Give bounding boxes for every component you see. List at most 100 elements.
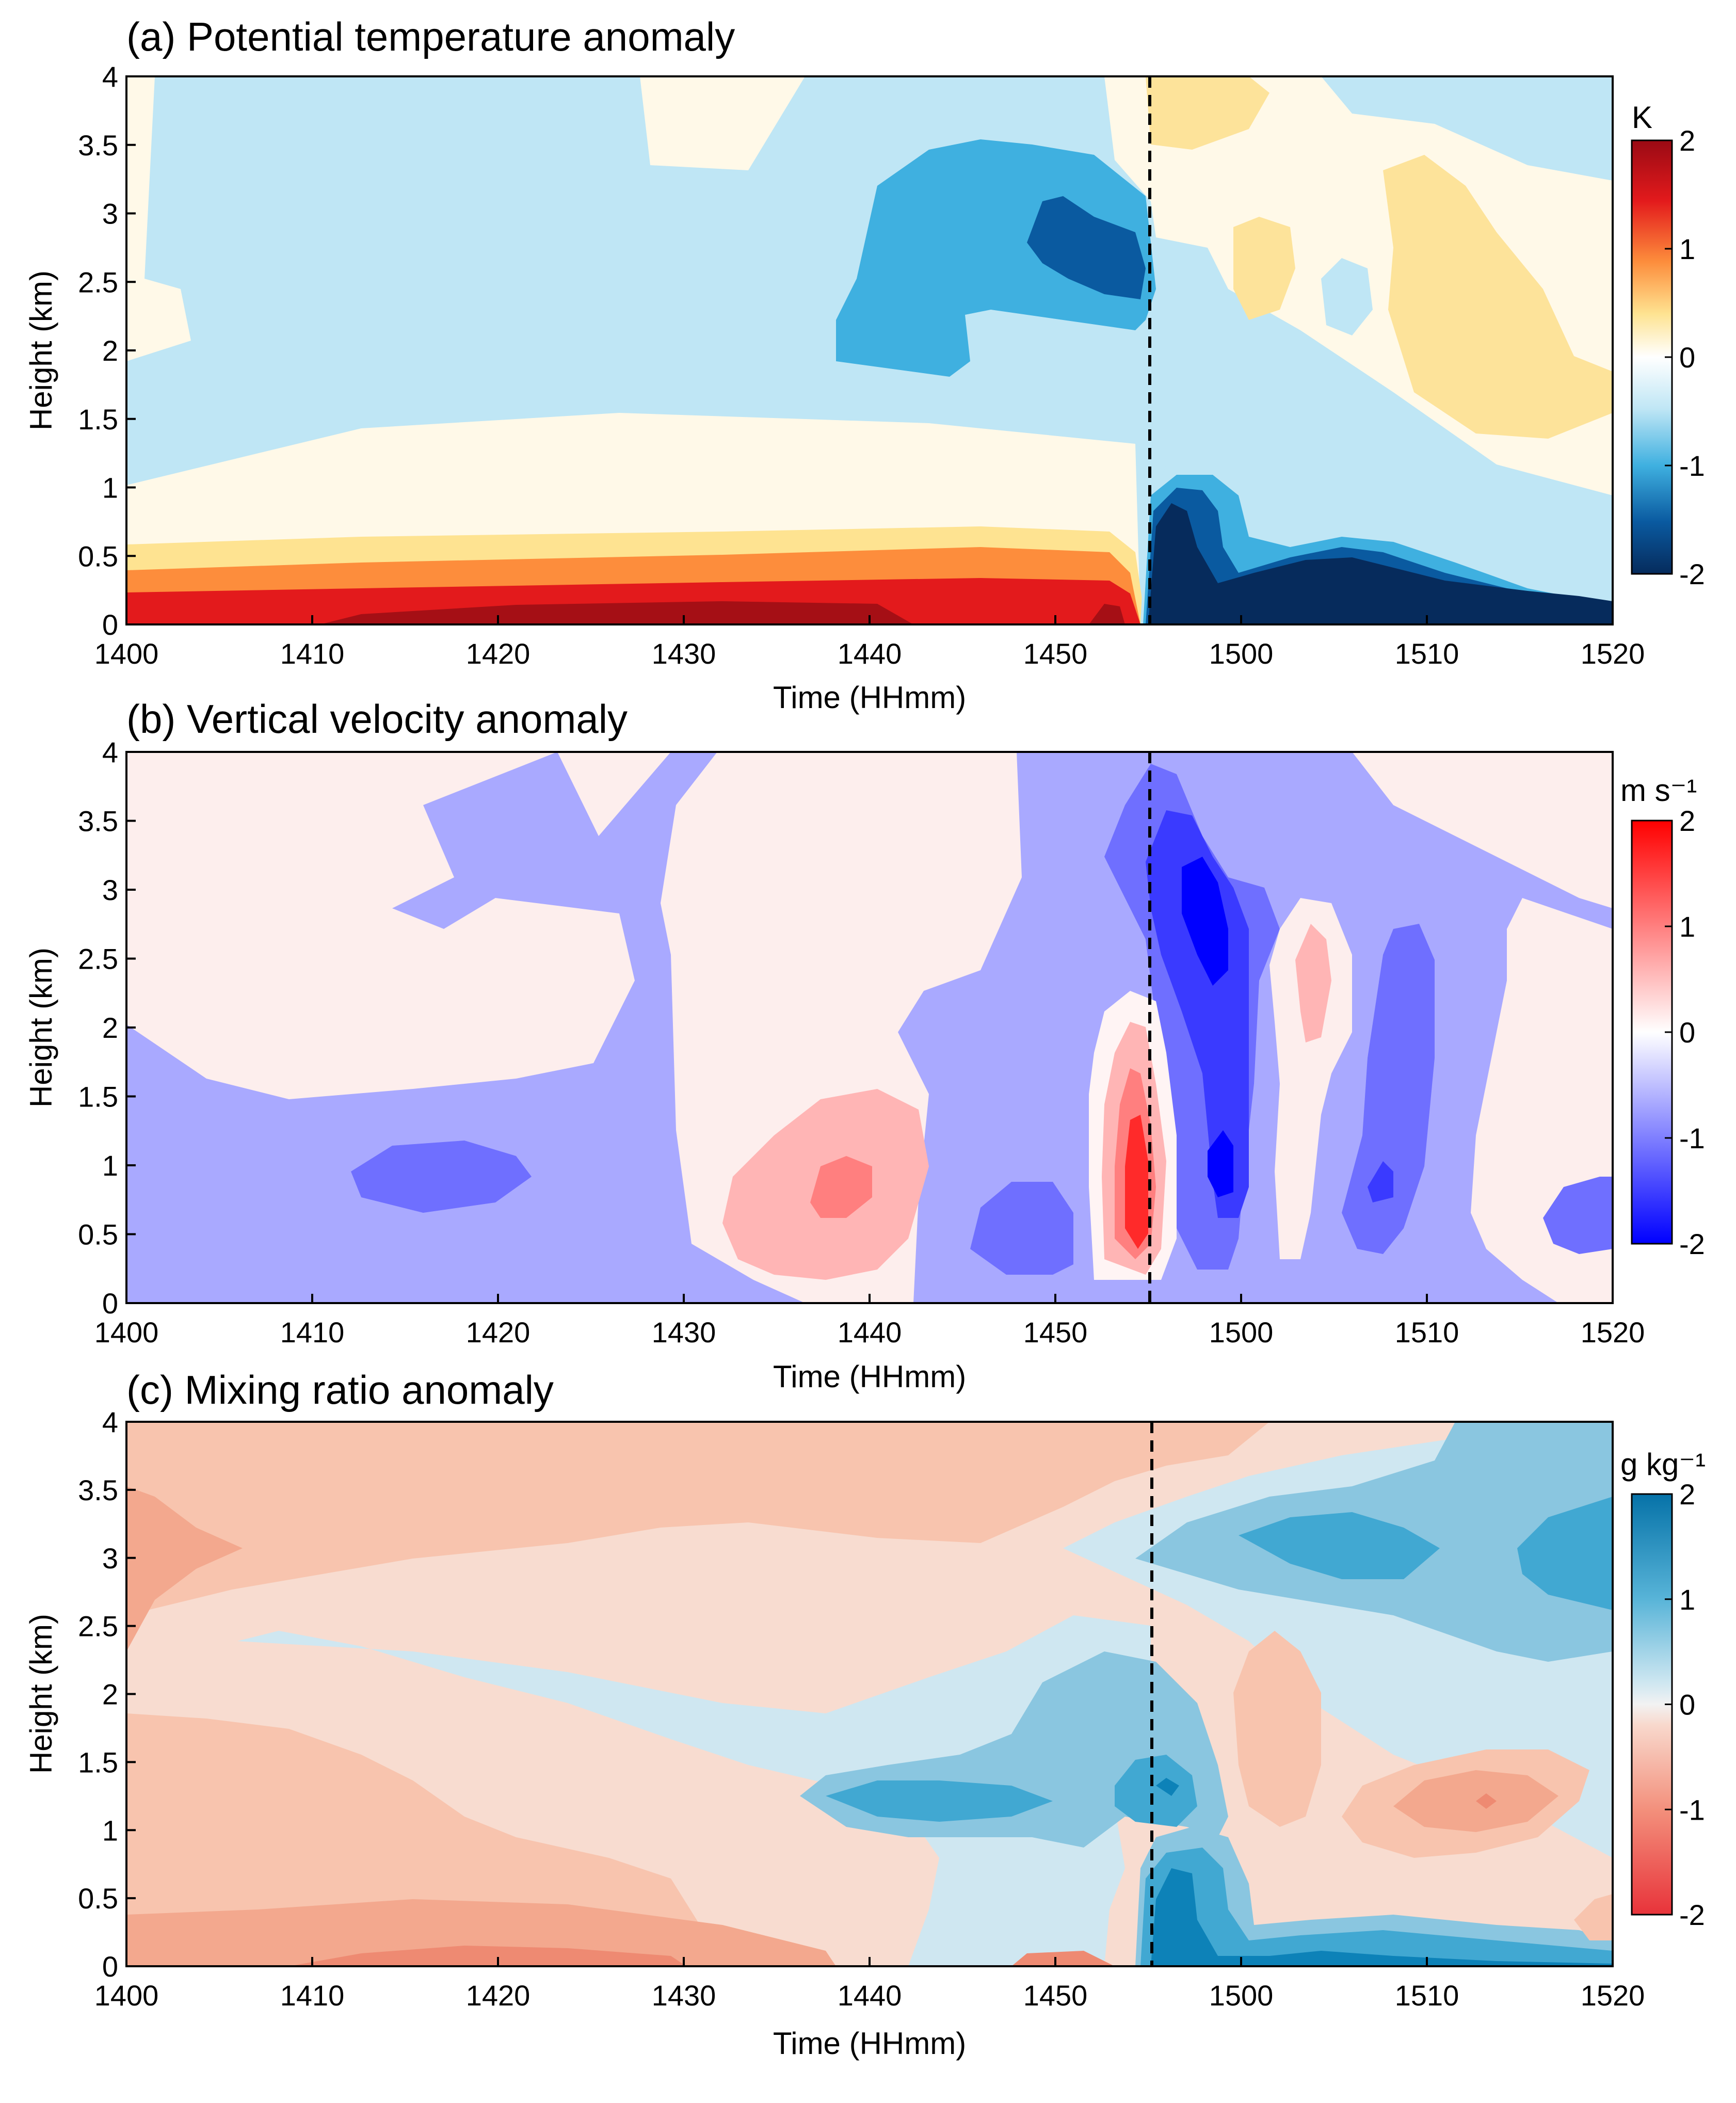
- colorbar-tick-label: -2: [1679, 558, 1705, 590]
- y-tick-label: 2.5: [78, 266, 118, 298]
- panel-c-dry-upper-region: [126, 1422, 1269, 1615]
- x-tick-label: 1410: [280, 1316, 345, 1349]
- colorbar-tick-label: 0: [1679, 1689, 1695, 1721]
- colorbar-tick-label: -2: [1679, 1899, 1705, 1931]
- x-tick-label: 1440: [838, 1316, 902, 1349]
- y-tick-label: 1: [102, 1814, 118, 1847]
- colorbar-tick-label: -2: [1679, 1228, 1705, 1260]
- panel-b-downward-patch-3: [1543, 1177, 1613, 1254]
- y-tick-label: 2: [102, 1012, 118, 1044]
- y-tick-label: 0: [102, 1287, 118, 1320]
- panel-c-colorbar-unit: g kg⁻¹: [1620, 1447, 1706, 1482]
- colorbar-tick-label: 0: [1679, 341, 1695, 374]
- panel-c: (c) Mixing ratio anomaly 1400 1410 1 4 2: [24, 1367, 1706, 2061]
- panel-c-x-axis-label: Time (HHmm): [773, 2026, 966, 2061]
- panel-b-near-zero-column: [1269, 898, 1352, 1259]
- panel-b-upward-patch-1: [1295, 924, 1331, 1042]
- y-tick-label: 1.5: [78, 1081, 118, 1113]
- y-tick-label: 1.5: [78, 1746, 118, 1778]
- panel-a-cool-patch: [1321, 258, 1373, 335]
- x-tick-label: 1510: [1395, 1316, 1459, 1349]
- panel-a-warm-patch-2: [1146, 76, 1269, 150]
- x-tick-label: 1400: [94, 637, 159, 670]
- panel-c-dry-mid-right-peak: [1476, 1793, 1497, 1809]
- x-tick-label: 1510: [1395, 1979, 1459, 2012]
- panel-b-colorbar-ticks: 2 1 0 -1 -2: [1665, 805, 1705, 1260]
- y-tick-label: 0: [102, 1950, 118, 1983]
- panel-c-x-axis: 1400 1410 1420 1430 1440 1450 1500 1510 1520: [94, 1957, 1645, 2012]
- y-tick-label: 3.5: [78, 1474, 118, 1506]
- x-tick-label: 1500: [1209, 1316, 1274, 1349]
- panel-b-title: (b) Vertical velocity anomaly: [126, 696, 628, 742]
- colorbar-tick-label: -1: [1679, 1793, 1705, 1826]
- y-tick-label: 3.5: [78, 129, 118, 162]
- panel-c-colorbar-ticks: 2 1 0 -1 -2: [1665, 1478, 1705, 1931]
- panel-b-x-axis-label: Time (HHmm): [773, 1359, 966, 1394]
- panel-a-warm-patch-1: [1233, 217, 1295, 320]
- x-tick-label: 1410: [280, 1979, 345, 2012]
- panel-a-coldest-surface-region: [1148, 503, 1613, 624]
- y-tick-label: 4: [102, 60, 118, 93]
- x-tick-label: 1440: [838, 1979, 902, 2012]
- panel-b-downward-patch-2: [970, 1182, 1073, 1275]
- y-tick-label: 2.5: [78, 943, 118, 975]
- y-tick-label: 0.5: [78, 1218, 118, 1251]
- panel-c-y-axis-label: Height (km): [24, 1614, 58, 1774]
- x-tick-label: 1420: [466, 1979, 531, 2012]
- panel-c-dry-patch-1: [126, 1486, 243, 1651]
- colorbar-tick-label: 1: [1679, 1583, 1695, 1616]
- panel-c-field: [126, 1422, 1613, 1966]
- y-tick-label: 4: [102, 736, 118, 768]
- panel-c-moist-surface-core: [1151, 1868, 1613, 1966]
- panel-a-cold-mid-region: [836, 139, 1156, 377]
- x-tick-label: 1430: [652, 1316, 716, 1349]
- panel-c-colorbar: g kg⁻¹ 2 1 0 -1 -2: [1620, 1447, 1706, 1931]
- panel-b-upward-core: [1125, 1115, 1148, 1249]
- panel-b-y-axis-label: Height (km): [24, 948, 58, 1107]
- panel-c-dry-surface-layer: [126, 1899, 836, 1966]
- x-tick-label: 1520: [1581, 1979, 1645, 2012]
- x-tick-label: 1400: [94, 1979, 159, 2012]
- panel-b-x-axis: 1400 1410 1420 1430 1440 1450 1500 1510 1520: [94, 1294, 1645, 1349]
- x-tick-label: 1420: [466, 637, 531, 670]
- colorbar-tick-label: -1: [1679, 450, 1705, 482]
- y-tick-label: 3: [102, 874, 118, 906]
- colorbar-tick-label: 1: [1679, 910, 1695, 943]
- x-tick-label: 1500: [1209, 1979, 1274, 2012]
- colorbar-tick-label: -1: [1679, 1122, 1705, 1154]
- panel-c-y-axis: 0 0.5 1 1.5 2 2.5 3 3.5 4: [78, 1406, 136, 1983]
- colorbar-tick-label: 0: [1679, 1016, 1695, 1049]
- panel-b-field: [126, 752, 1613, 1303]
- colorbar-tick-label: 2: [1679, 1478, 1695, 1511]
- panel-c-title: (c) Mixing ratio anomaly: [126, 1367, 554, 1412]
- panel-a-colorbar-ticks: 2 1 0 -1 -2: [1665, 124, 1705, 590]
- y-tick-label: 4: [102, 1406, 118, 1438]
- panel-b: (b) Vertical velocity anomaly 1400 1 4: [24, 696, 1705, 1394]
- panel-b-downward-patch-4: [1368, 1161, 1393, 1202]
- panel-b-upward-patch-2: [810, 1156, 872, 1218]
- panel-a-y-axis: 0 0.5 1 1.5 2 2.5 3 3.5 4: [78, 60, 136, 641]
- panel-c-moist-mid-core: [826, 1755, 1197, 1827]
- panel-a-warm-right-region: [1383, 155, 1613, 439]
- panel-a-warm-surface-layer-4: [320, 601, 1125, 624]
- x-tick-label: 1450: [1023, 1979, 1088, 2012]
- panel-c-dry-surface-core: [289, 1946, 1115, 1966]
- x-tick-label: 1430: [652, 637, 716, 670]
- panel-c-dry-lower-right-patch: [1574, 1894, 1613, 1940]
- panel-b-downward-column-2: [1342, 924, 1435, 1254]
- y-tick-label: 2: [102, 1678, 118, 1711]
- panel-b-downward-region-left: [126, 752, 805, 1303]
- panel-a-colorbar: K 2 1 0 -1 -2: [1631, 100, 1705, 590]
- x-tick-label: 1420: [466, 1316, 531, 1349]
- y-tick-label: 1.5: [78, 403, 118, 436]
- y-tick-label: 2: [102, 334, 118, 367]
- panel-c-moist-mid-peak: [1156, 1778, 1179, 1796]
- panel-b-colorbar-unit: m s⁻¹: [1620, 773, 1697, 808]
- y-tick-label: 1: [102, 472, 118, 504]
- y-tick-label: 0.5: [78, 540, 118, 572]
- x-tick-label: 1450: [1023, 637, 1088, 670]
- y-tick-label: 2.5: [78, 1610, 118, 1643]
- panel-c-moist-surface-outer: [1135, 1827, 1613, 1966]
- panel-a-y-axis-label: Height (km): [24, 270, 58, 430]
- panel-b-colorbar: m s⁻¹ 2 1 0 -1 -2: [1620, 773, 1705, 1260]
